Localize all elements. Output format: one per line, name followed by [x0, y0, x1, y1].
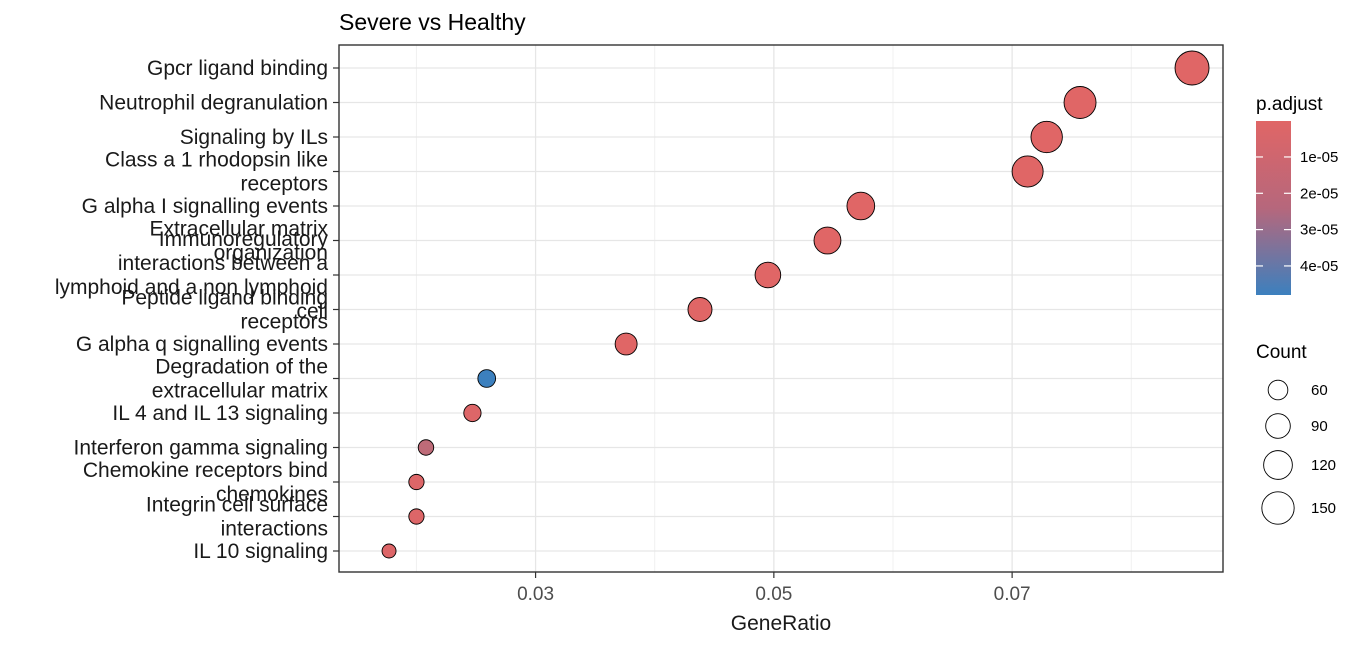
data-point: [614, 332, 638, 356]
data-point: [1063, 86, 1097, 119]
color-tick-label: 2e-05: [1300, 185, 1338, 202]
plot-panel: [339, 45, 1223, 572]
data-point: [417, 439, 435, 456]
y-tick-label: Immunoregulatory: [159, 228, 329, 251]
y-tick-label: receptors: [240, 173, 328, 196]
y-tick-label: Gpcr ligand binding: [147, 57, 328, 80]
size-legend-keys: 60 90 120 150: [1261, 379, 1336, 525]
y-tick-label: Signaling by ILs: [180, 126, 328, 149]
data-point: [754, 261, 782, 289]
data-point: [813, 226, 842, 255]
data-point: [846, 191, 876, 221]
size-legend-label: 150: [1311, 500, 1336, 517]
color-legend-ticks: 1e-05 2e-05 3e-05 4e-05: [1256, 149, 1338, 275]
y-tick-label: organization: [214, 242, 328, 265]
y-tick-label: Chemokine receptors bind: [83, 459, 328, 482]
data-point: [381, 543, 397, 559]
size-legend-circle: [1263, 450, 1293, 480]
size-legend-label: 90: [1311, 418, 1328, 435]
data-points: [381, 50, 1210, 559]
data-point: [477, 369, 497, 388]
data-point: [408, 473, 425, 491]
y-tick-label: Degradation of the: [155, 356, 328, 379]
data-point: [1174, 50, 1210, 86]
size-legend-circle: [1267, 379, 1289, 401]
y-tick-label: cell: [296, 300, 328, 323]
color-legend-bar: [1256, 121, 1291, 295]
x-axis-ticks: 0.03 0.05 0.07: [517, 572, 1031, 605]
data-point: [1011, 155, 1044, 188]
y-tick-label: IL 10 signaling: [193, 540, 328, 563]
size-legend-label: 120: [1311, 457, 1336, 474]
size-legend-title: Count: [1256, 342, 1307, 363]
color-tick-label: 1e-05: [1300, 149, 1338, 166]
chart-title: Severe vs Healthy: [339, 9, 526, 35]
y-tick-label: Interferon gamma signaling: [74, 437, 328, 460]
x-tick-label: 0.05: [755, 584, 792, 605]
y-tick-label: interactions between a: [118, 252, 328, 275]
plot-border: [338, 44, 1224, 573]
y-tick-label: interactions: [221, 518, 328, 541]
y-tick-label: G alpha I signalling events: [82, 195, 328, 218]
y-tick-label: lymphoid and a non lymphoid: [55, 276, 328, 299]
y-tick-label: receptors: [240, 311, 328, 334]
size-legend-label: 60: [1311, 382, 1328, 399]
color-legend-title: p.adjust: [1256, 94, 1323, 115]
y-tick-label: IL 4 and IL 13 signaling: [112, 402, 328, 425]
data-point: [1030, 120, 1063, 154]
data-point: [463, 403, 482, 423]
size-legend-circle: [1265, 413, 1291, 439]
x-tick-label: 0.07: [994, 584, 1031, 605]
y-axis-ticks: [333, 67, 339, 552]
x-tick-label: 0.03: [517, 584, 554, 605]
y-tick-label: Integrin cell surface: [146, 494, 328, 517]
x-axis-title: GeneRatio: [731, 612, 831, 635]
y-tick-label: Peptide ligand binding: [121, 287, 328, 310]
data-point: [687, 297, 713, 322]
y-tick-label: Class a 1 rhodopsin like: [105, 149, 328, 172]
color-tick-label: 4e-05: [1300, 258, 1338, 275]
size-legend-circle: [1261, 491, 1295, 525]
y-tick-label: Extracellular matrix: [149, 218, 328, 241]
y-tick-label: Neutrophil degranulation: [99, 92, 328, 115]
y-tick-label: G alpha q signalling events: [76, 333, 328, 356]
y-tick-label: extracellular matrix: [152, 380, 329, 403]
color-tick-label: 3e-05: [1300, 222, 1338, 239]
y-tick-label: chemokines: [216, 483, 328, 506]
data-point: [408, 508, 425, 525]
y-axis-labels: Gpcr ligand binding Neutrophil degranulat…: [55, 57, 329, 563]
